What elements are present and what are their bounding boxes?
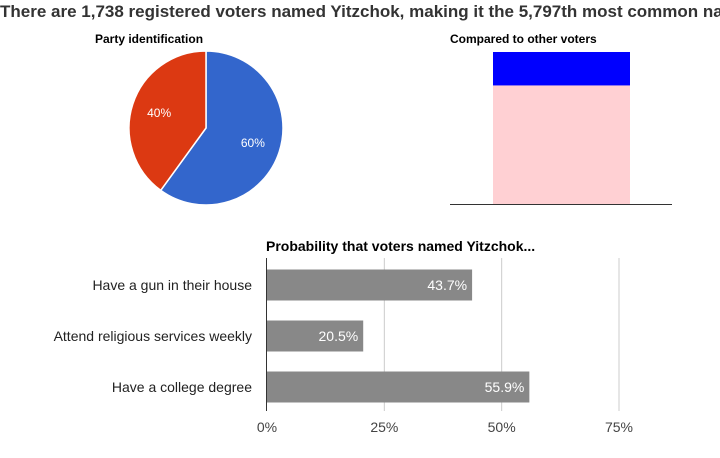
comparison-column-chart: [450, 52, 672, 205]
x-tick-label-3: 75%: [605, 419, 633, 435]
party-pie-chart: 60% 40%: [128, 50, 284, 206]
bar-value-label-1: 20.5%: [319, 328, 359, 344]
probability-bar-chart: 0% 25% 50% 75% 43.7% Have a gun in their hous…: [54, 258, 633, 435]
bar-0: [267, 269, 473, 301]
pie-slice-0: [159, 50, 284, 206]
x-tick-label-1: 25%: [370, 419, 398, 435]
category-label-1: Attend religious services weekly: [54, 328, 252, 344]
bar-value-label-2: 55.9%: [485, 379, 525, 395]
pie-slice-label-1: 40%: [147, 106, 171, 120]
bar-value-label-0: 43.7%: [427, 277, 467, 293]
bar-2: [267, 371, 530, 403]
probability-chart-title: Probability that voters named Yitzchok..…: [266, 238, 536, 254]
x-tick-label-0: 0%: [257, 419, 277, 435]
bar-1: [267, 320, 364, 352]
comparison-segment-1: [493, 52, 630, 86]
comparison-segment-0: [493, 85, 630, 204]
pie-chart-title: Party identification: [95, 32, 204, 46]
comparison-chart-title: Compared to other voters: [450, 32, 597, 46]
x-tick-label-2: 50%: [488, 419, 516, 435]
pie-slice-1: [128, 50, 207, 192]
headline: There are 1,738 registered voters named …: [0, 2, 720, 21]
category-label-0: Have a gun in their house: [92, 277, 252, 293]
category-label-2: Have a college degree: [112, 379, 252, 395]
pie-slice-label-0: 60%: [241, 136, 265, 150]
